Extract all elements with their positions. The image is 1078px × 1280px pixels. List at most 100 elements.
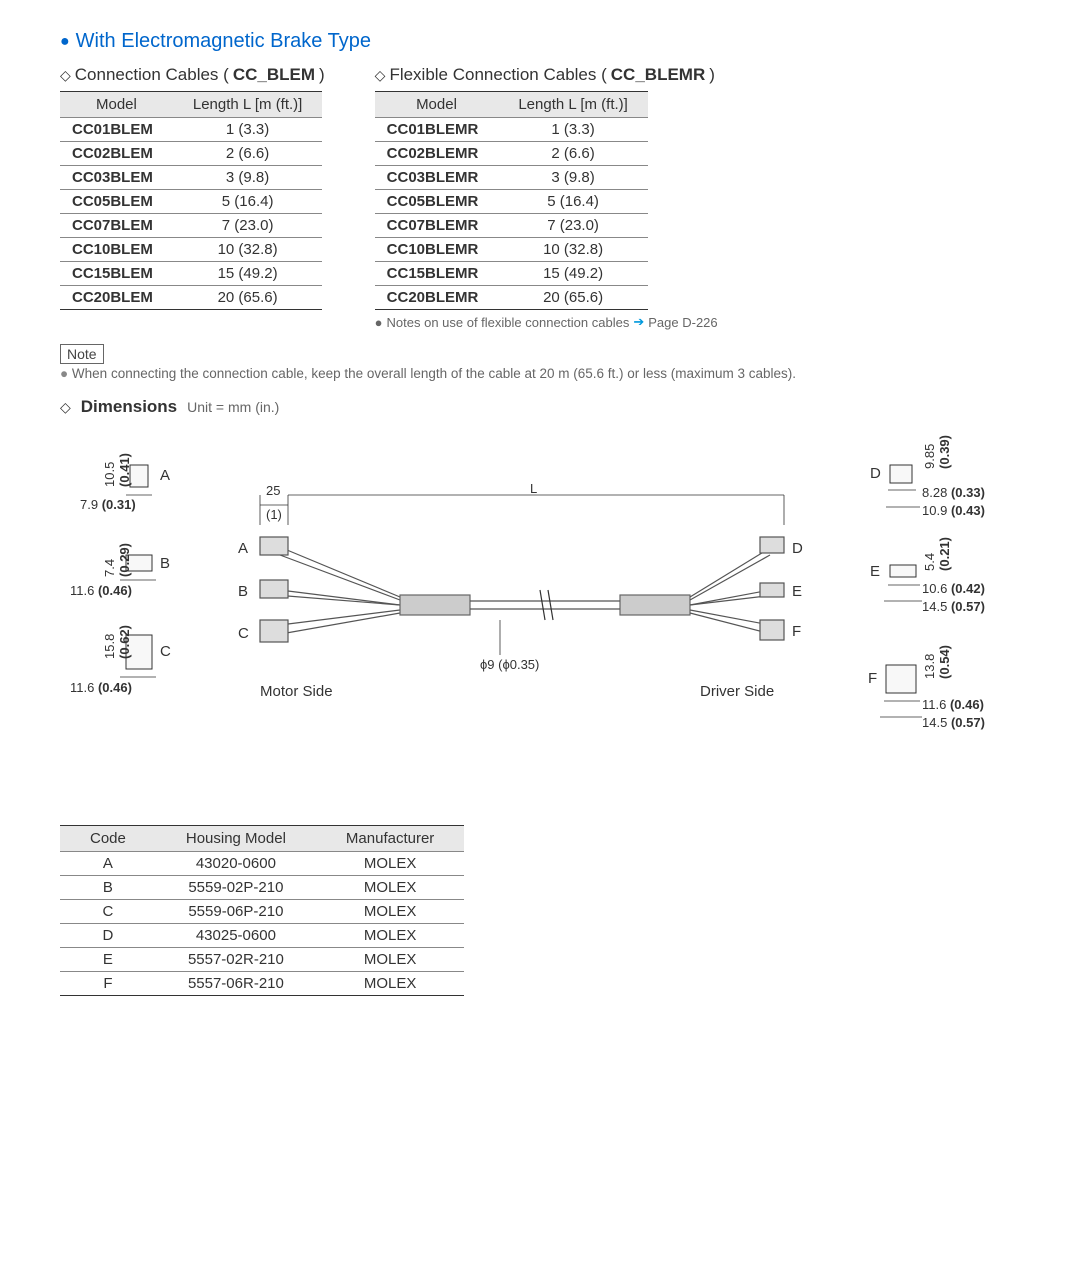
line-A: A — [238, 540, 248, 557]
table2-col1: Length L [m (ft.)] — [498, 92, 648, 118]
label-B: B — [160, 555, 170, 572]
bullet-small-icon: ● — [60, 366, 68, 381]
line-B: B — [238, 583, 248, 600]
diamond-icon: ◇ — [60, 67, 71, 84]
table-cell: MOLEX — [316, 852, 464, 876]
table-cell: A — [60, 852, 156, 876]
table-cell: 43025-0600 — [156, 924, 316, 948]
dimB-h: 7.4(0.29) — [102, 543, 132, 577]
table-row: CC07BLEM7 (23.0) — [60, 214, 322, 238]
dim-L: L — [530, 481, 537, 496]
table-cell: 5 (16.4) — [173, 190, 323, 214]
dimF-w1: 11.6 (0.46) — [922, 697, 984, 712]
table2-title-bold: CC_BLEMR — [611, 65, 705, 85]
dimD-w1: 8.28 (0.33) — [922, 485, 985, 500]
table-cell: 3 (9.8) — [498, 166, 648, 190]
note-text: ● When connecting the connection cable, … — [60, 366, 1018, 381]
flex-note: ● Notes on use of flexible connection ca… — [375, 314, 718, 330]
line-F: F — [792, 623, 801, 640]
table1: Model Length L [m (ft.)] CC01BLEM1 (3.3)… — [60, 91, 322, 310]
label-A: A — [160, 467, 170, 484]
table-cell: 5557-02R-210 — [156, 948, 316, 972]
table-cell: CC20BLEMR — [375, 286, 499, 310]
table-cell: 1 (3.3) — [498, 118, 648, 142]
table-row: CC01BLEM1 (3.3) — [60, 118, 322, 142]
table-cell: 20 (65.6) — [498, 286, 648, 310]
table-cell: 5559-02P-210 — [156, 876, 316, 900]
dim-25-in: (1) — [266, 507, 282, 522]
table-cell: 20 (65.6) — [173, 286, 323, 310]
table-cell: 10 (32.8) — [173, 238, 323, 262]
dimC-w: 11.6 (0.46) — [70, 680, 132, 695]
table-cell: F — [60, 972, 156, 996]
dimB-w: 11.6 (0.46) — [70, 583, 132, 598]
dimE-w1: 10.6 (0.42) — [922, 581, 985, 596]
table-row: CC01BLEMR1 (3.3) — [375, 118, 648, 142]
table-cell: CC07BLEMR — [375, 214, 499, 238]
table-cell: CC10BLEM — [60, 238, 173, 262]
table-row: CC02BLEMR2 (6.6) — [375, 142, 648, 166]
label-D: D — [870, 465, 881, 482]
table2-block: ◇ Flexible Connection Cables (CC_BLEMR) … — [375, 65, 718, 330]
housing-table: Code Housing Model Manufacturer A43020-0… — [60, 825, 464, 996]
dimA-h: 10.5(0.41) — [102, 453, 132, 487]
table-cell: CC15BLEM — [60, 262, 173, 286]
label-F: F — [868, 670, 877, 687]
dimE-w2: 14.5 (0.57) — [922, 599, 985, 614]
motor-side-label: Motor Side — [260, 683, 333, 700]
table-cell: 7 (23.0) — [498, 214, 648, 238]
table-cell: 5557-06R-210 — [156, 972, 316, 996]
table-cell: B — [60, 876, 156, 900]
table2-col0: Model — [375, 92, 499, 118]
dimA-w: 7.9 (0.31) — [80, 497, 136, 512]
dim-25: 25 — [266, 483, 280, 498]
table-row: CC20BLEMR20 (65.6) — [375, 286, 648, 310]
label-E: E — [870, 563, 880, 580]
table-cell: 43020-0600 — [156, 852, 316, 876]
table-cell: 10 (32.8) — [498, 238, 648, 262]
table1-col1: Length L [m (ft.)] — [173, 92, 323, 118]
table-row: B5559-02P-210MOLEX — [60, 876, 464, 900]
dimF-h: 13.8(0.54) — [922, 645, 952, 679]
table-cell: CC01BLEMR — [375, 118, 499, 142]
dimC-h: 15.8(0.62) — [102, 625, 132, 659]
table-cell: MOLEX — [316, 924, 464, 948]
table-cell: CC03BLEM — [60, 166, 173, 190]
dimensions-title: ◇ Dimensions Unit = mm (in.) — [60, 397, 1018, 417]
table-row: C5559-06P-210MOLEX — [60, 900, 464, 924]
bullet-small-icon: ● — [375, 315, 383, 330]
table-cell: 15 (49.2) — [498, 262, 648, 286]
table-cell: CC05BLEM — [60, 190, 173, 214]
bullet-icon: ● — [60, 33, 70, 51]
table2-title: ◇ Flexible Connection Cables (CC_BLEMR) — [375, 65, 718, 85]
table-cell: 7 (23.0) — [173, 214, 323, 238]
table-row: CC02BLEM2 (6.6) — [60, 142, 322, 166]
housing-col1: Housing Model — [156, 826, 316, 852]
table1-block: ◇ Connection Cables (CC_BLEM) Model Leng… — [60, 65, 325, 330]
table-row: CC10BLEM10 (32.8) — [60, 238, 322, 262]
driver-side-label: Driver Side — [700, 683, 774, 700]
diamond-icon: ◇ — [375, 67, 386, 84]
table-cell: 3 (9.8) — [173, 166, 323, 190]
table-cell: CC03BLEMR — [375, 166, 499, 190]
flex-note-page: Page D-226 — [648, 315, 717, 330]
table-cell: CC02BLEM — [60, 142, 173, 166]
table-cell: CC15BLEMR — [375, 262, 499, 286]
table1-title-suffix: ) — [319, 65, 325, 85]
table-cell: 1 (3.3) — [173, 118, 323, 142]
table-cell: MOLEX — [316, 900, 464, 924]
section-title: ● With Electromagnetic Brake Type — [60, 30, 1018, 53]
table1-title: ◇ Connection Cables (CC_BLEM) — [60, 65, 325, 85]
table-row: CC07BLEMR7 (23.0) — [375, 214, 648, 238]
table-row: CC20BLEM20 (65.6) — [60, 286, 322, 310]
table-cell: 5559-06P-210 — [156, 900, 316, 924]
table-row: CC15BLEM15 (49.2) — [60, 262, 322, 286]
table-row: E5557-02R-210MOLEX — [60, 948, 464, 972]
table-cell: MOLEX — [316, 972, 464, 996]
arrow-icon: ➔ — [633, 314, 644, 330]
table-row: CC03BLEMR3 (9.8) — [375, 166, 648, 190]
cable-diameter: ϕ9 (ϕ0.35) — [480, 657, 539, 672]
table-cell: 2 (6.6) — [173, 142, 323, 166]
dimensions-diagram: 10.5(0.41) 7.9 (0.31) A 7.4(0.29) 11.6 (… — [60, 425, 1020, 795]
dimD-w2: 10.9 (0.43) — [922, 503, 985, 518]
